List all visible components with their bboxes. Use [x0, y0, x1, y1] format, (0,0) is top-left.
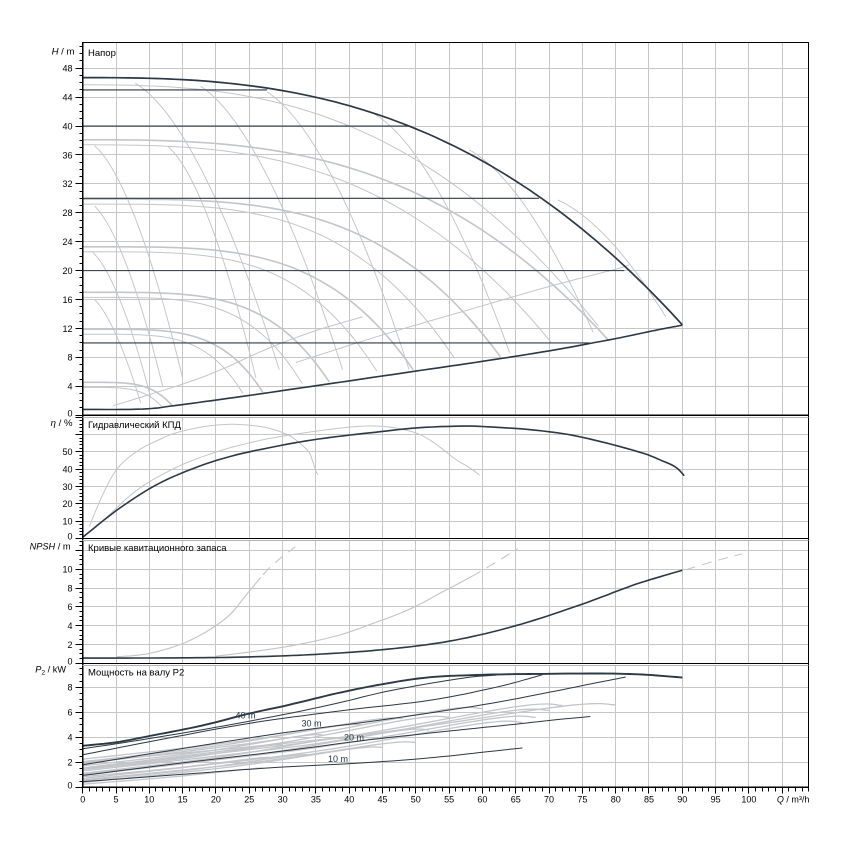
svg-text:20 m: 20 m — [344, 733, 364, 743]
svg-text:10: 10 — [62, 516, 72, 526]
svg-text:20: 20 — [62, 499, 72, 509]
svg-text:60: 60 — [477, 795, 487, 805]
svg-text:25: 25 — [244, 795, 254, 805]
svg-text:0: 0 — [67, 408, 72, 418]
svg-text:2: 2 — [67, 640, 72, 650]
svg-text:12: 12 — [62, 324, 72, 334]
svg-text:20: 20 — [211, 795, 221, 805]
svg-text:95: 95 — [711, 795, 721, 805]
svg-text:40 m: 40 m — [236, 711, 256, 721]
svg-text:20: 20 — [62, 266, 72, 276]
svg-text:80: 80 — [611, 795, 621, 805]
svg-text:24: 24 — [62, 237, 72, 247]
svg-text:Напор: Напор — [88, 48, 116, 59]
svg-text:28: 28 — [62, 208, 72, 218]
svg-text:10: 10 — [62, 565, 72, 575]
svg-text:P2 / kW: P2 / kW — [35, 665, 66, 677]
svg-text:4: 4 — [67, 621, 72, 631]
svg-text:6: 6 — [67, 708, 72, 718]
svg-text:8: 8 — [67, 683, 72, 693]
svg-text:Мощность на валу P2: Мощность на валу P2 — [88, 668, 184, 679]
svg-text:30: 30 — [278, 795, 288, 805]
svg-text:70: 70 — [544, 795, 554, 805]
svg-text:0: 0 — [67, 781, 72, 791]
svg-text:H / m: H / m — [52, 46, 75, 57]
svg-text:30: 30 — [62, 482, 72, 492]
svg-text:48: 48 — [62, 64, 72, 74]
svg-text:75: 75 — [577, 795, 587, 805]
svg-text:5: 5 — [113, 795, 118, 805]
svg-text:8: 8 — [67, 583, 72, 593]
svg-text:6: 6 — [67, 602, 72, 612]
svg-text:50: 50 — [411, 795, 421, 805]
svg-text:8: 8 — [67, 353, 72, 363]
svg-text:4: 4 — [67, 733, 72, 743]
svg-text:Гидравлический КПД: Гидравлический КПД — [88, 420, 181, 431]
svg-text:40: 40 — [62, 465, 72, 475]
svg-text:NPSH / m: NPSH / m — [30, 541, 71, 551]
svg-text:50: 50 — [62, 447, 72, 457]
svg-text:16: 16 — [62, 295, 72, 305]
svg-text:90: 90 — [677, 795, 687, 805]
svg-text:0: 0 — [67, 532, 72, 542]
svg-text:2: 2 — [67, 758, 72, 768]
svg-text:100: 100 — [741, 795, 756, 805]
svg-text:0: 0 — [67, 657, 72, 667]
svg-text:10 m: 10 m — [328, 754, 348, 764]
svg-text:32: 32 — [62, 179, 72, 189]
svg-text:10: 10 — [144, 795, 154, 805]
svg-text:44: 44 — [62, 92, 72, 102]
svg-text:Кривые кавитационного запаса: Кривые кавитационного запаса — [88, 543, 227, 554]
svg-text:Q / m³/h: Q / m³/h — [777, 795, 810, 805]
svg-text:35: 35 — [311, 795, 321, 805]
svg-text:0: 0 — [80, 795, 85, 805]
svg-text:4: 4 — [67, 382, 72, 392]
svg-text:45: 45 — [377, 795, 387, 805]
svg-text:36: 36 — [62, 150, 72, 160]
svg-text:85: 85 — [644, 795, 654, 805]
svg-text:15: 15 — [178, 795, 188, 805]
svg-text:65: 65 — [511, 795, 521, 805]
svg-text:30 m: 30 m — [302, 719, 322, 729]
svg-text:η / %: η / % — [51, 418, 73, 429]
svg-text:40: 40 — [344, 795, 354, 805]
svg-text:40: 40 — [62, 121, 72, 131]
svg-text:55: 55 — [444, 795, 454, 805]
